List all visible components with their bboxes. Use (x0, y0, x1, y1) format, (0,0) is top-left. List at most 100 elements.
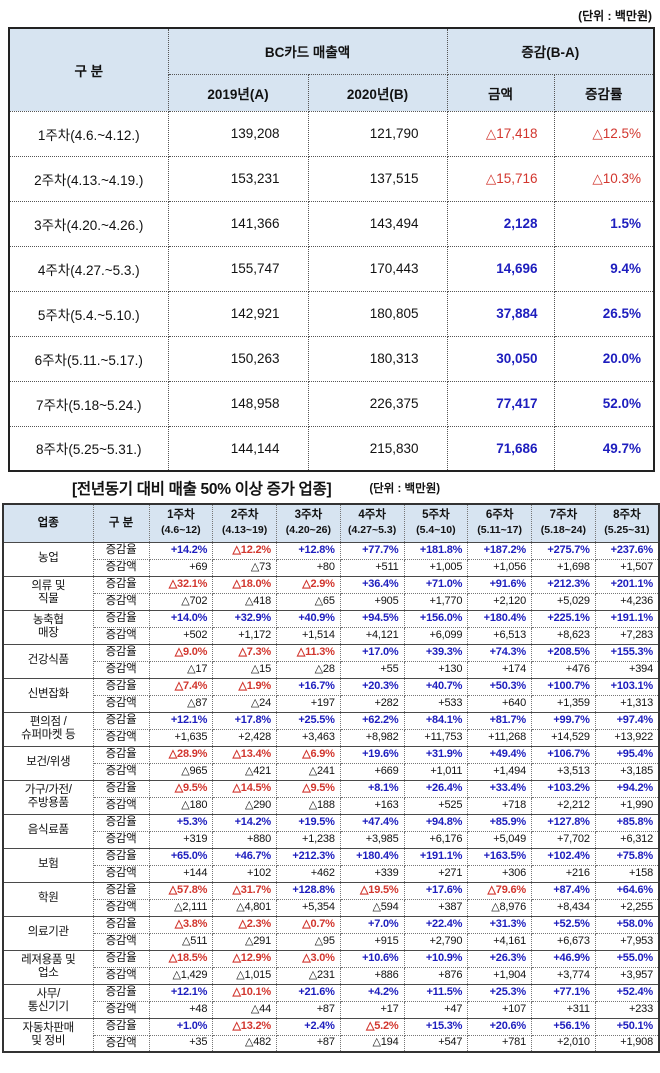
industry-name: 의료기관 (2, 915, 94, 951)
rate-cell: +49.4% (467, 745, 532, 764)
week-column-label: 5주차 (422, 509, 450, 522)
rate-cell: +62.2% (339, 711, 405, 730)
amount-cell: +7,953 (594, 932, 660, 951)
rate-row-label: 증감율 (92, 677, 150, 696)
rate-cell: △1.9% (212, 677, 277, 696)
week-label: 2주차(4.13.~4.19.) (8, 155, 169, 202)
change-amount-value: 30,050 (446, 335, 555, 382)
rate-cell: △18.0% (212, 575, 277, 594)
amount-cell: +80 (276, 558, 341, 577)
weekly-row: 3주차(4.20.~4.26.) 141,366 143,494 2,128 1.5% (8, 200, 655, 247)
industry-amount-row: 증감액 +144 +102 +462 +339 +271 +306 +216 +158 (3, 864, 660, 883)
rate-cell: +8.1% (339, 779, 405, 798)
rate-cell: +56.1% (531, 1017, 596, 1036)
rate-cell: +94.2% (594, 779, 660, 798)
header-change: 증감(B-A) (446, 27, 655, 75)
week-column-header: 3주차 (4.20~26) (276, 503, 341, 543)
amount-cell: +915 (339, 932, 405, 951)
rate-cell: △57.8% (148, 881, 214, 900)
change-rate-value: 52.0% (553, 380, 655, 427)
week-column-label: 2주차 (230, 509, 259, 522)
industry-rate-row: 가구/가전/ 주방용품 증감율 △9.5% △14.5% △9.5% +8.1% +26.4… (2, 779, 660, 815)
rate-cell: +208.5% (531, 643, 596, 662)
amount-cell: +48 (148, 1000, 214, 1019)
amount-cell: △1,429 (148, 966, 214, 985)
rate-cell: +103.1% (594, 677, 660, 696)
week-column-header: 5주차 (5.4~10) (403, 503, 469, 543)
rate-cell: +71.0% (403, 575, 469, 594)
rate-row-label: 증감율 (92, 779, 150, 798)
weekly-table-body: 1주차(4.6.~4.12.) 139,208 121,790 △17,418 △12.… (8, 110, 655, 472)
rate-row-label: 증감율 (92, 541, 150, 560)
week-column-label: 4주차 (358, 509, 386, 522)
industry-amount-row: 증감액 △87 △24 +197 +282 +533 +640 +1,359 +1,313 (3, 694, 660, 713)
industry-amount-row: 증감액 △1,429 △1,015 △231 +886 +876 +1,904 +3,774 +… (3, 966, 660, 985)
amount-cell: +8,434 (531, 898, 596, 917)
rate-cell: +31.3% (467, 915, 532, 934)
amount-cell: +55 (339, 660, 405, 679)
amount-cell: +35 (148, 1034, 214, 1053)
amount-cell: +1,507 (594, 558, 660, 577)
rate-cell: +12.1% (148, 711, 214, 730)
amount-cell: +5,049 (467, 830, 532, 849)
rate-row-label: 증감율 (92, 711, 150, 730)
amount-row-label: 증감액 (92, 864, 150, 883)
rate-cell: +180.4% (467, 609, 532, 628)
sales-2019-value: 144,144 (167, 425, 309, 472)
industry-amount-row: 증감액 +1,635 +2,428 +3,463 +8,982 +11,753 +11,26… (3, 728, 660, 747)
weekly-row: 1주차(4.6.~4.12.) 139,208 121,790 △17,418 △12.… (8, 110, 655, 157)
amount-cell: +462 (276, 864, 341, 883)
rate-cell: +17.6% (403, 881, 469, 900)
week-column-range: (5.18~24) (540, 524, 586, 537)
week-column-label: 3주차 (294, 509, 323, 522)
amount-cell: +8,623 (531, 626, 596, 645)
rate-cell: +22.4% (403, 915, 469, 934)
rate-cell: △31.7% (212, 881, 277, 900)
amount-cell: △418 (212, 592, 277, 611)
rate-cell: △2.9% (276, 575, 341, 594)
rate-cell: +39.3% (403, 643, 469, 662)
rate-cell: +21.6% (276, 983, 341, 1002)
rate-cell: △18.5% (148, 949, 214, 968)
amount-row-label: 증감액 (92, 898, 150, 917)
amount-cell: +17 (339, 1000, 405, 1019)
rate-cell: △11.3% (276, 643, 341, 662)
rate-cell: +14.0% (148, 609, 214, 628)
amount-cell: +4,236 (594, 592, 660, 611)
industry-rate-row: 신변잡화 증감율 △7.4% △1.9% +16.7% +20.3% +40.7% +50.3… (2, 677, 660, 713)
rate-cell: +40.7% (403, 677, 469, 696)
industry-rate-row: 의료기관 증감율 △3.8% △2.3% △0.7% +7.0% +22.4% +31.3% +… (2, 915, 660, 951)
amount-row-label: 증감액 (92, 626, 150, 645)
amount-cell: +6,176 (403, 830, 469, 849)
amount-cell: +886 (339, 966, 405, 985)
rate-cell: +17.8% (212, 711, 277, 730)
amount-cell: +3,463 (276, 728, 341, 747)
amount-cell: +511 (339, 558, 405, 577)
rate-cell: +94.8% (403, 813, 469, 832)
amount-cell: △594 (339, 898, 405, 917)
rate-cell: +5.3% (148, 813, 214, 832)
industry-name: 신변잡화 (2, 677, 94, 713)
amount-cell: △702 (148, 592, 214, 611)
amount-cell: +4,121 (339, 626, 405, 645)
amount-cell: +1,514 (276, 626, 341, 645)
weekly-row: 2주차(4.13.~4.19.) 153,231 137,515 △15,716 △10… (8, 155, 655, 202)
rate-cell: △9.0% (148, 643, 214, 662)
week-label: 7주차(5.18~5.24.) (8, 380, 169, 427)
week-column-range: (5.25~31) (604, 524, 650, 537)
rate-cell: △10.1% (212, 983, 277, 1002)
change-amount-value: 71,686 (446, 425, 555, 472)
amount-cell: +11,268 (467, 728, 532, 747)
rate-cell: △5.2% (339, 1017, 405, 1036)
rate-cell: +11.5% (403, 983, 469, 1002)
rate-cell: +163.5% (467, 847, 532, 866)
rate-cell: +20.6% (467, 1017, 532, 1036)
rate-cell: +20.3% (339, 677, 405, 696)
unit-note-table2: (단위 : 백만원) (369, 482, 441, 495)
amount-cell: +174 (467, 660, 532, 679)
week-column-label: 8주차 (613, 509, 641, 522)
week-column-header: 8주차 (5.25~31) (594, 503, 660, 543)
amount-cell: △965 (148, 762, 214, 781)
rate-cell: +74.3% (467, 643, 532, 662)
rate-row-label: 증감율 (92, 745, 150, 764)
